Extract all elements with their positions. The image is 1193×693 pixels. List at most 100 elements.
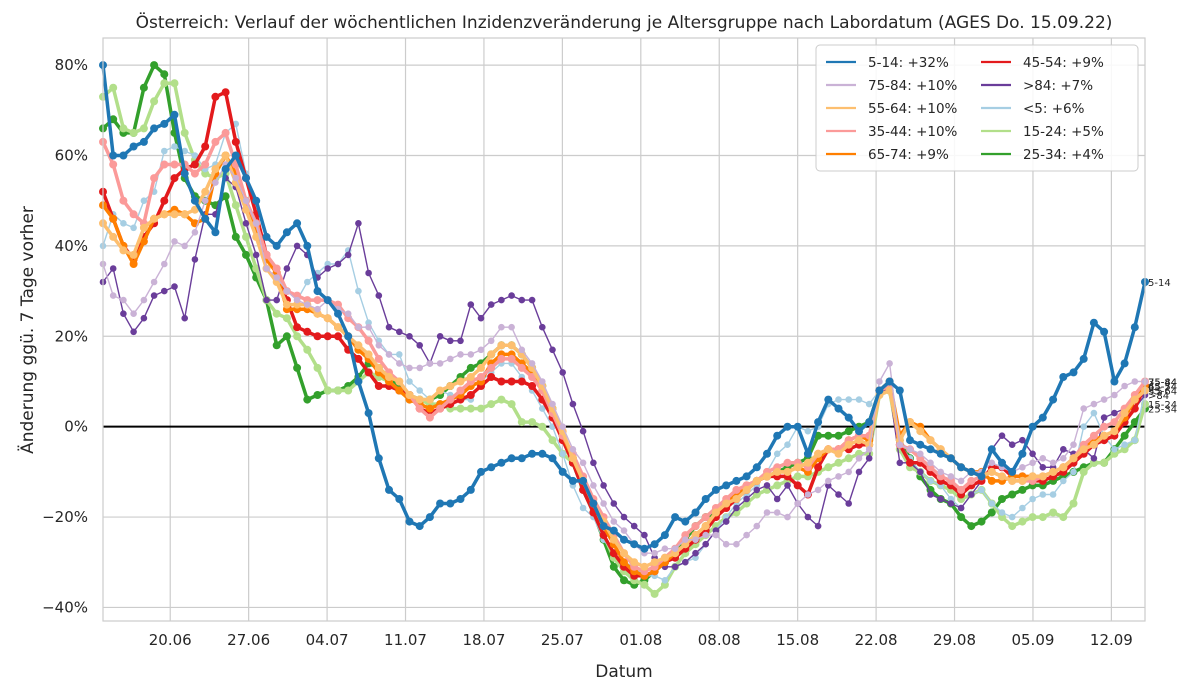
data-point bbox=[170, 174, 179, 183]
data-point bbox=[742, 485, 751, 494]
legend-item: 25-34: +4% bbox=[981, 147, 1104, 163]
data-point bbox=[293, 363, 302, 372]
data-point bbox=[304, 278, 311, 286]
data-point bbox=[630, 540, 639, 549]
data-point bbox=[140, 314, 148, 322]
data-point bbox=[803, 458, 812, 467]
data-point bbox=[568, 454, 577, 463]
x-tick-label: 05.09 bbox=[1011, 631, 1054, 649]
data-point bbox=[1131, 436, 1139, 444]
data-point bbox=[804, 513, 812, 521]
data-point bbox=[937, 495, 944, 503]
data-point bbox=[190, 169, 199, 178]
data-point bbox=[896, 459, 904, 467]
data-point bbox=[313, 287, 322, 296]
end-label: 55-64 bbox=[1148, 387, 1177, 398]
data-point bbox=[517, 454, 526, 463]
data-point bbox=[835, 491, 842, 498]
data-point bbox=[140, 296, 148, 304]
data-point bbox=[722, 481, 731, 490]
data-point bbox=[1120, 359, 1129, 368]
data-point bbox=[722, 540, 730, 548]
data-point bbox=[190, 160, 199, 169]
data-point bbox=[824, 463, 833, 472]
data-point bbox=[987, 476, 996, 485]
data-point bbox=[559, 423, 566, 431]
data-point bbox=[375, 292, 383, 299]
data-point bbox=[375, 342, 383, 349]
legend-label: 35-44: +10% bbox=[868, 124, 958, 140]
data-point bbox=[793, 463, 802, 472]
data-point bbox=[998, 432, 1006, 440]
x-tick-label: 15.08 bbox=[776, 631, 819, 649]
data-point bbox=[732, 485, 741, 494]
y-tick-label: 40% bbox=[55, 237, 88, 255]
legend-item: >84: +7% bbox=[981, 78, 1093, 94]
data-point bbox=[630, 522, 638, 530]
data-point bbox=[609, 526, 618, 535]
end-label: 45-54 bbox=[1148, 382, 1177, 393]
data-point bbox=[456, 377, 465, 386]
series-layer bbox=[99, 61, 1149, 598]
data-point bbox=[129, 260, 138, 268]
legend-label: 25-34: +4% bbox=[1023, 147, 1104, 163]
data-point bbox=[242, 220, 250, 227]
data-point bbox=[498, 296, 505, 304]
data-point bbox=[457, 351, 464, 358]
data-point bbox=[967, 467, 976, 476]
data-point bbox=[865, 446, 873, 453]
data-point bbox=[1039, 491, 1047, 498]
data-point bbox=[354, 377, 363, 386]
data-point bbox=[1008, 476, 1017, 485]
data-point bbox=[712, 531, 720, 539]
data-point bbox=[466, 391, 475, 399]
data-point bbox=[211, 165, 220, 174]
data-point bbox=[702, 531, 709, 539]
data-point bbox=[733, 504, 740, 512]
data-point bbox=[293, 242, 301, 250]
data-point bbox=[620, 535, 628, 544]
data-point bbox=[130, 328, 137, 336]
legend-label: 5-14: +32% bbox=[868, 55, 949, 71]
data-point bbox=[834, 458, 843, 467]
data-point bbox=[753, 486, 761, 494]
data-point bbox=[947, 473, 955, 480]
data-point bbox=[803, 449, 812, 458]
x-tick-label: 08.08 bbox=[698, 631, 741, 649]
data-point bbox=[415, 395, 424, 404]
data-point bbox=[1049, 459, 1057, 467]
data-point bbox=[732, 495, 741, 503]
data-point bbox=[425, 404, 434, 413]
data-point bbox=[129, 128, 138, 137]
data-point bbox=[231, 232, 240, 241]
data-point bbox=[630, 558, 639, 567]
data-point bbox=[896, 441, 904, 449]
data-point bbox=[794, 500, 801, 507]
data-point bbox=[293, 219, 302, 228]
data-point bbox=[1100, 458, 1109, 467]
data-point bbox=[334, 309, 342, 318]
data-point bbox=[497, 458, 506, 467]
data-point bbox=[1059, 513, 1068, 522]
data-point bbox=[773, 431, 782, 440]
data-point bbox=[640, 544, 649, 553]
data-point bbox=[1029, 495, 1036, 503]
data-point bbox=[416, 364, 424, 372]
x-ticks: 20.06 27.06 04.07 11.07 18.07 25.07 01.08 08.08… bbox=[149, 631, 1133, 649]
data-point bbox=[150, 292, 158, 299]
data-point bbox=[508, 292, 515, 299]
data-point bbox=[456, 386, 465, 395]
x-tick-label: 22.08 bbox=[855, 631, 898, 649]
data-point bbox=[487, 337, 495, 345]
data-point bbox=[743, 531, 750, 539]
data-point bbox=[497, 354, 506, 363]
data-point bbox=[180, 128, 189, 137]
data-point bbox=[641, 531, 648, 539]
data-point bbox=[119, 151, 128, 160]
data-point bbox=[487, 463, 496, 472]
data-point bbox=[1028, 513, 1037, 522]
data-point bbox=[119, 246, 128, 255]
data-point bbox=[436, 386, 445, 395]
data-point bbox=[783, 422, 792, 431]
